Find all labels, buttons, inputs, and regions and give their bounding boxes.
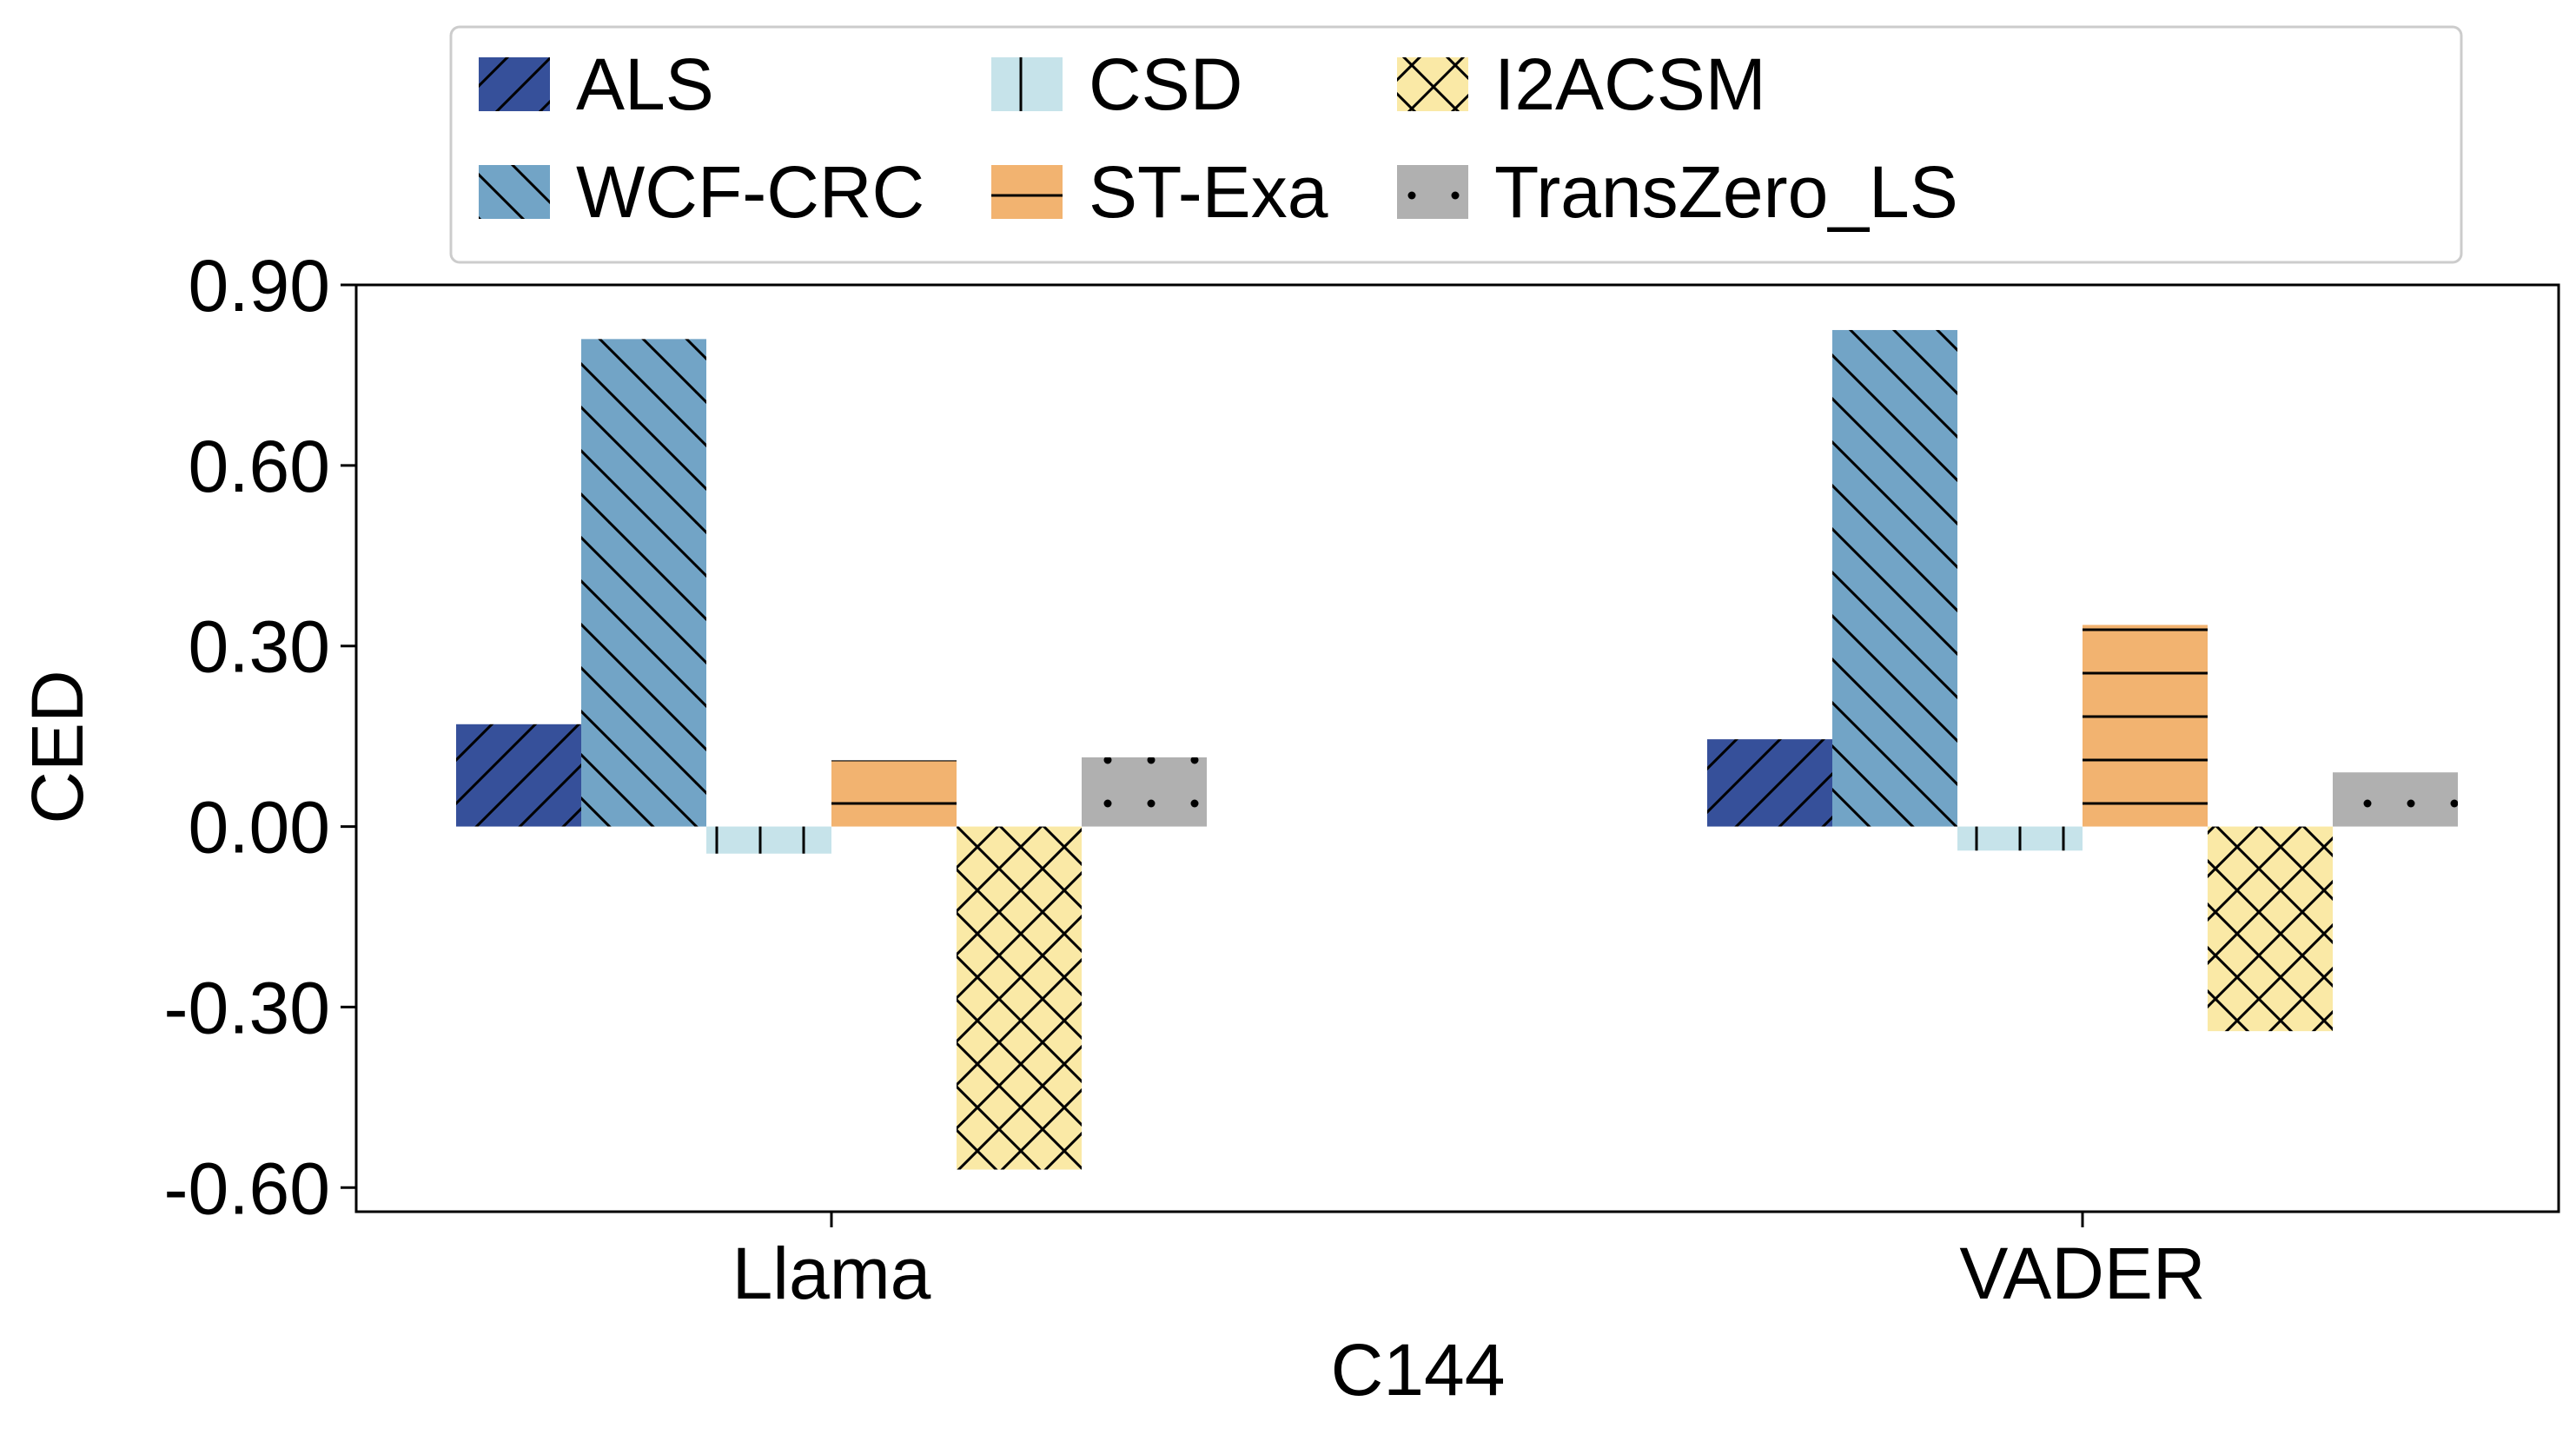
legend-label-als: ALS [576,43,714,125]
y-tick-label: 0.00 [189,787,331,869]
bar-i2acsm-vader [2208,826,2333,1032]
x-tick-label-vader: VADER [1959,1233,2205,1314]
bar-wcf-crc-vader [1832,329,1957,827]
y-axis-label: CED [17,670,98,823]
x-tick-label-llama: Llama [732,1233,931,1314]
legend-label-csd: CSD [1089,43,1242,125]
legend-label-transzero-ls: TransZero_LS [1494,151,1958,233]
y-tick-label: 0.90 [189,245,331,327]
y-tick-label: 0.30 [189,606,331,688]
legend-swatch-csd [991,57,1063,111]
legend-swatch-wcf-crc [479,165,550,219]
axes: 0.90 0.60 0.30 0.00 -0.30 -0.60 Llama VADER [164,245,2560,1314]
bar-wcf-crc-llama [581,339,706,827]
bar-csd-vader [1957,826,2083,851]
legend-label-i2acsm: I2ACSM [1494,43,1766,125]
y-tick-label: -0.60 [164,1147,330,1229]
bar-als-llama [456,724,581,827]
bar-csd-llama [706,826,831,854]
legend-label-st-exa: ST-Exa [1089,151,1328,233]
bar-st-exa-vader [2083,625,2208,827]
legend-swatch-transzero-ls [1397,165,1468,219]
legend-frame [449,25,2463,264]
bar-transzero-ls-vader [2333,772,2458,827]
bars [456,329,2458,1170]
bar-st-exa-llama [831,760,957,827]
plot-frame [354,283,2560,1213]
legend-swatch-st-exa [991,165,1063,219]
legend-swatch-als [479,57,550,111]
legend-swatch-i2acsm [1397,57,1468,111]
bar-transzero-ls-llama [1082,757,1207,827]
bar-i2acsm-llama [957,826,1082,1170]
x-axis-label: C144 [1331,1329,1506,1411]
legend-label-wcf-crc: WCF-CRC [576,151,924,233]
legend: ALS WCF-CRC CSD ST-Exa I2ACSM TransZero_LS [449,25,2463,264]
bar-als-vader [1707,739,1832,827]
y-tick-label: 0.60 [189,426,331,507]
y-tick-label: -0.30 [164,967,330,1048]
